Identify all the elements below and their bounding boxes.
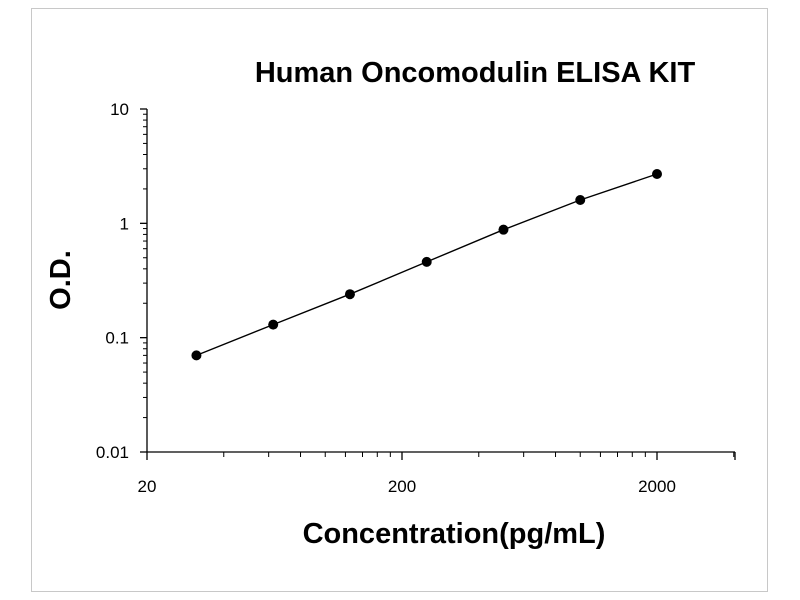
y-ticks: [140, 108, 147, 453]
data-point: [652, 169, 662, 180]
x-tick-label: 2000: [638, 477, 676, 496]
chart-frame: [31, 8, 768, 592]
data-point: [191, 350, 202, 361]
y-tick-label: 0.1: [105, 329, 129, 348]
y-axis-title: O.D.: [45, 250, 77, 310]
y-tick-labels: 0.01 0.1 1 10: [96, 100, 129, 462]
axes: [146, 109, 735, 453]
data-point: [575, 194, 586, 205]
data-point: [344, 289, 355, 300]
x-tick-label: 200: [388, 477, 416, 496]
y-tick-label: 0.01: [96, 443, 129, 462]
x-ticks: [146, 452, 736, 460]
y-tick-label: 10: [110, 100, 129, 119]
x-axis-title: Concentration(pg/mL): [303, 518, 606, 550]
data-point: [268, 319, 279, 330]
data-points: [191, 169, 662, 361]
y-tick-label: 1: [120, 214, 129, 233]
x-tick-labels: 20 200 2000: [138, 477, 676, 496]
chart-title: Human Oncomodulin ELISA KIT: [255, 57, 696, 89]
data-point: [421, 256, 432, 267]
x-tick-label: 20: [138, 477, 157, 496]
data-point: [498, 224, 509, 235]
